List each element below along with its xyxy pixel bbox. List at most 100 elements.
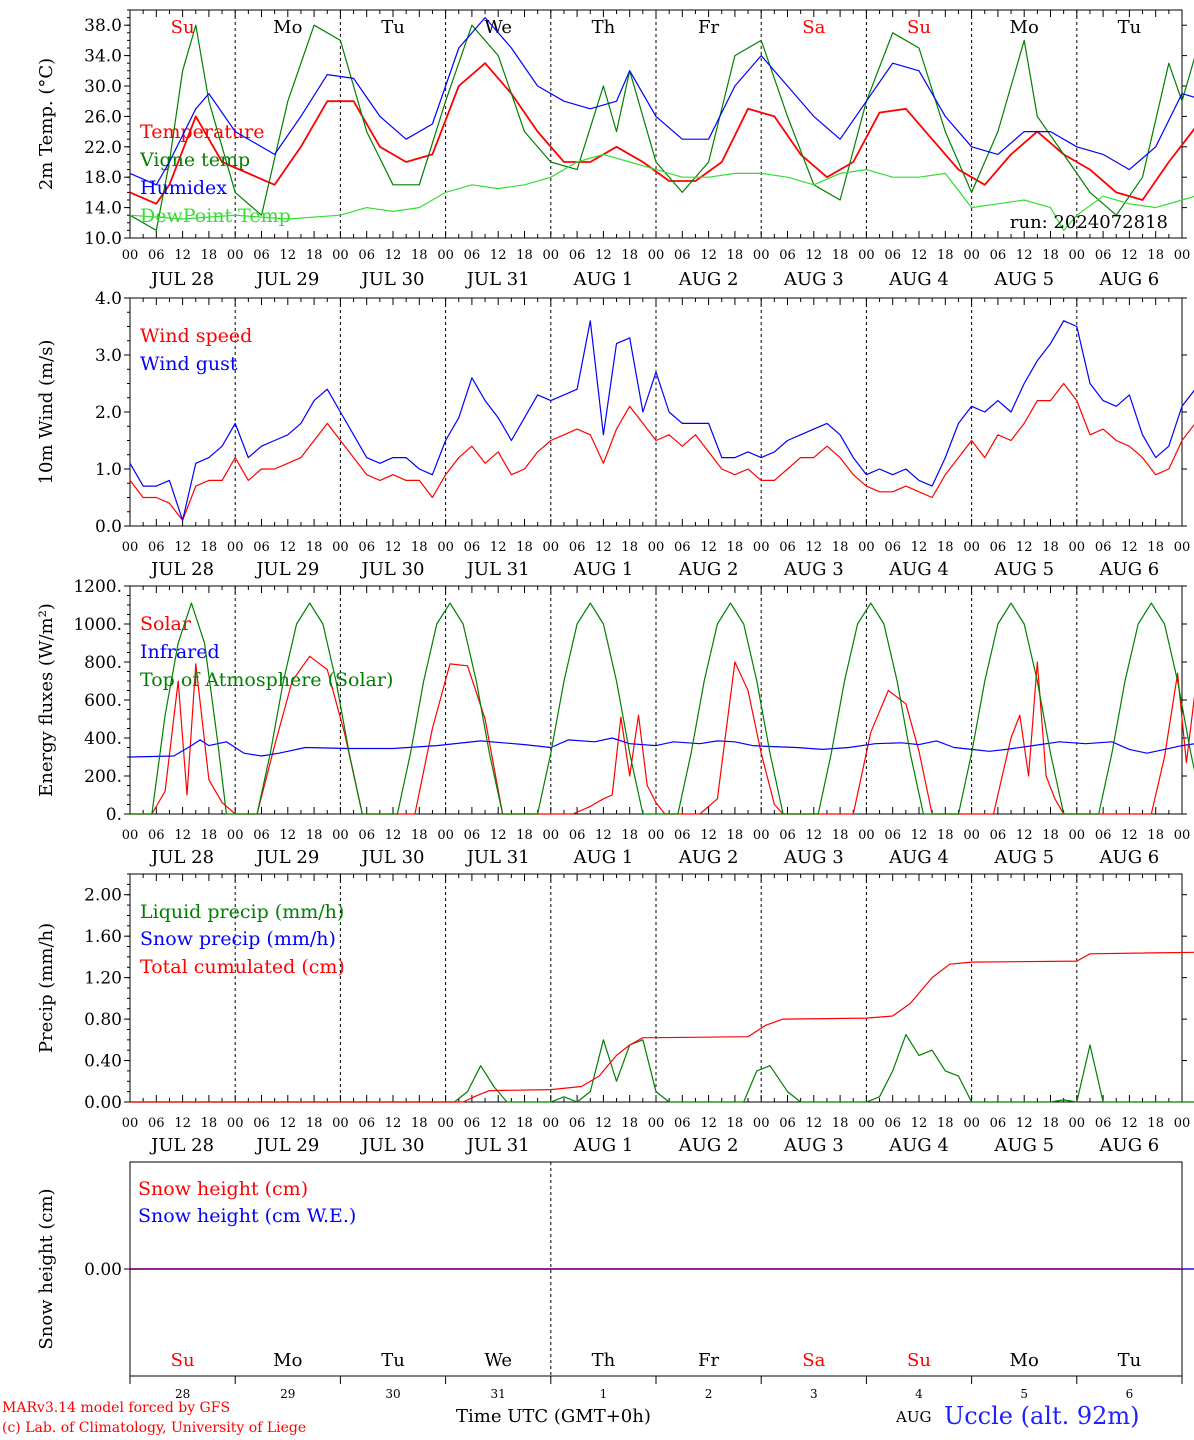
hour-label: 12 (490, 828, 507, 843)
hour-label: 06 (779, 1116, 796, 1131)
hour-label: 06 (464, 540, 481, 555)
date-label: AUG 2 (678, 1135, 739, 1156)
hour-label: 06 (674, 248, 691, 263)
series-line-humidex (129, 17, 1194, 186)
y-axis-title: Precip (mm/h) (36, 923, 57, 1053)
y-tick-label: 3.0 (95, 346, 122, 366)
hour-label: 00 (332, 248, 349, 263)
y-tick-label: 0.0 (95, 517, 122, 537)
hour-label: 18 (937, 828, 954, 843)
chart-panel-3: 0. 200. 400. 600. 800. 1000. 1200. Energy fluxe… (36, 577, 1194, 868)
hour-label: 06 (779, 540, 796, 555)
hour-label: 12 (806, 540, 823, 555)
hour-label: 00 (753, 248, 770, 263)
hour-label: 00 (753, 540, 770, 555)
legend-entry: Temperature (140, 121, 264, 143)
date-label: AUG 1 (573, 559, 634, 580)
date-label: AUG 3 (783, 269, 844, 290)
date-label: JUL 29 (254, 847, 319, 868)
hour-label: 06 (569, 540, 586, 555)
hour-label: 18 (937, 248, 954, 263)
series-line-wind-speed (129, 382, 1194, 521)
hour-label: 06 (1095, 1116, 1112, 1131)
hour-label: 06 (148, 828, 165, 843)
hour-label: 00 (963, 828, 980, 843)
hour-label: 00 (858, 248, 875, 263)
hour-label: 18 (621, 248, 638, 263)
hour-label: 18 (516, 828, 533, 843)
bottom-day-number: 28 (175, 1387, 190, 1401)
hour-label: 12 (385, 828, 402, 843)
hour-label: 06 (253, 828, 270, 843)
date-label: JUL 30 (360, 847, 425, 868)
hour-label: 00 (648, 540, 665, 555)
hour-label: 18 (727, 828, 744, 843)
top-day-label: Th (592, 17, 616, 38)
y-axis-title: 10m Wind (m/s) (36, 340, 57, 485)
hour-label: 18 (516, 248, 533, 263)
hour-label: 00 (1069, 540, 1086, 555)
hour-label: 12 (911, 248, 928, 263)
hour-label: 00 (648, 1116, 665, 1131)
top-day-label: Mo (273, 17, 302, 38)
hour-label: 18 (832, 828, 849, 843)
hour-label: 00 (332, 828, 349, 843)
hour-label: 12 (806, 248, 823, 263)
date-label: AUG 4 (888, 1135, 949, 1156)
hour-label: 00 (543, 1116, 560, 1131)
hour-label: 06 (253, 248, 270, 263)
lab-credit: (c) Lab. of Climatology, University of L… (2, 1420, 307, 1436)
hour-label: 06 (569, 828, 586, 843)
hour-label: 18 (1042, 540, 1059, 555)
bottom-day-label: Fr (698, 1350, 719, 1371)
hour-label: 00 (648, 248, 665, 263)
hour-label: 12 (700, 828, 717, 843)
hour-label: 12 (1016, 1116, 1033, 1131)
date-label: JUL 30 (360, 559, 425, 580)
date-label: AUG 1 (573, 847, 634, 868)
hour-label: 18 (727, 248, 744, 263)
hour-label: 06 (253, 1116, 270, 1131)
date-label: AUG 1 (573, 1135, 634, 1156)
series-line-top-of-atmosphere-solar- (130, 602, 1194, 815)
bottom-day-label: Su (171, 1350, 195, 1371)
hour-label: 06 (358, 1116, 375, 1131)
hour-label: 18 (621, 540, 638, 555)
hour-label: 00 (227, 540, 244, 555)
date-label: AUG 6 (1099, 269, 1160, 290)
hour-label: 06 (464, 248, 481, 263)
date-label: JUL 31 (465, 1135, 530, 1156)
hour-label: 00 (1174, 540, 1191, 555)
hour-label: 12 (174, 540, 191, 555)
hour-label: 12 (1121, 828, 1138, 843)
hour-label: 12 (911, 1116, 928, 1131)
hour-label: 12 (174, 1116, 191, 1131)
y-tick-label: 1.20 (84, 969, 122, 989)
hour-label: 00 (963, 1116, 980, 1131)
hour-label: 06 (990, 540, 1007, 555)
top-day-label: Mo (1010, 17, 1039, 38)
y-tick-label: 18.0 (84, 168, 122, 188)
hour-label: 18 (621, 1116, 638, 1131)
hour-label: 12 (700, 1116, 717, 1131)
hour-label: 12 (280, 828, 297, 843)
bottom-day-label: Mo (1010, 1350, 1039, 1371)
chart-panel-1: 10.0 14.0 18.0 22.0 26.0 30.0 34.0 38.0 2m Temp.… (36, 9, 1194, 290)
date-label: AUG 3 (783, 847, 844, 868)
hour-label: 06 (1095, 540, 1112, 555)
date-label: JUL 31 (465, 847, 530, 868)
hour-label: 00 (437, 248, 454, 263)
hour-label: 18 (832, 540, 849, 555)
hour-label: 18 (621, 828, 638, 843)
hour-label: 12 (174, 248, 191, 263)
series-line-vigne-temp (129, 24, 1194, 231)
hour-label: 18 (1147, 248, 1164, 263)
y-tick-label: 200. (84, 767, 122, 787)
series-line-liquid-precip-mm-h- (130, 1034, 1194, 1103)
y-tick-label: 0. (106, 805, 122, 825)
date-label: JUL 30 (360, 1135, 425, 1156)
y-axis-title: Snow height (cm) (36, 1188, 57, 1349)
run-annotation: run: 2024072818 (1010, 212, 1168, 233)
y-tick-label: 38.0 (84, 16, 122, 36)
